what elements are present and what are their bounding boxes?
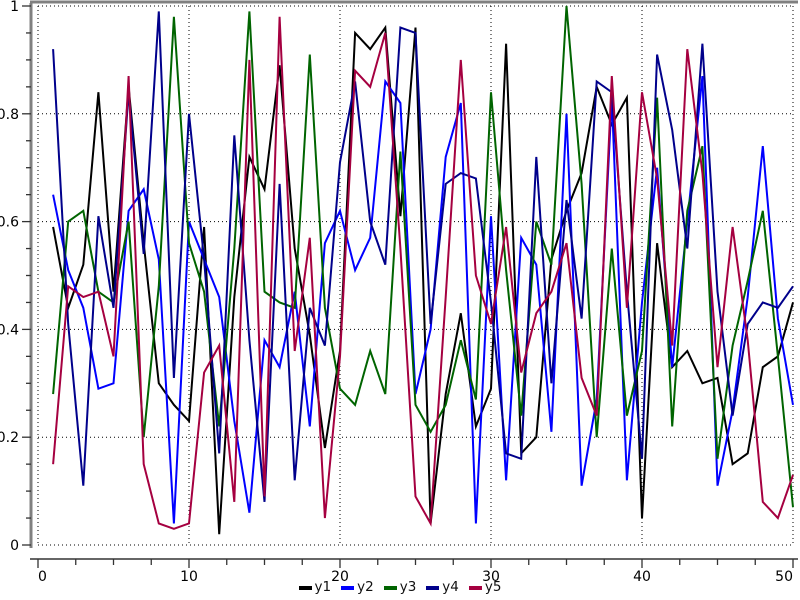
y-tick-label: 0 <box>10 538 19 554</box>
series-line-y4 <box>52 11 794 502</box>
legend-item-y4[interactable]: y4 <box>426 581 459 595</box>
legend-item-y3[interactable]: y3 <box>383 579 417 596</box>
y-tick-label: 0.2 <box>0 430 19 446</box>
chart-legend: y1 y2 y3 y4 y5 <box>0 578 800 598</box>
legend-label: y3 <box>399 579 417 596</box>
x-tick-label: 50 <box>775 569 793 585</box>
x-tick-label: 20 <box>331 569 349 585</box>
legend-label: y2 <box>357 579 374 596</box>
legend-item-y1[interactable]: y1 <box>298 579 332 596</box>
grid-lines <box>37 5 794 546</box>
series-line-y5 <box>52 16 794 530</box>
y-tick-label: 0.6 <box>0 215 19 231</box>
x-axis-tick-labels: 0 10 20 30 40 50 <box>38 569 793 585</box>
y-tick-label: 1 <box>10 0 19 15</box>
x-axis-ticks <box>37 559 794 568</box>
legend-label: y4 <box>442 579 459 596</box>
legend-swatch-icon <box>383 586 397 590</box>
x-tick-label: 40 <box>633 569 651 585</box>
series-line-y2 <box>52 75 794 524</box>
y-axis-ticks <box>22 5 31 546</box>
data-series-layer <box>52 5 794 535</box>
legend-swatch-icon <box>341 586 355 590</box>
legend-item-y5[interactable]: y5 <box>468 579 502 596</box>
y-axis-tick-labels: 0 0.2 0.4 0.6 0.8 1 <box>0 0 19 554</box>
legend-label: y5 <box>484 579 502 596</box>
legend-swatch-icon <box>426 586 440 590</box>
x-tick-label: 30 <box>482 569 500 585</box>
y-tick-label: 0.8 <box>0 107 19 123</box>
legend-swatch-icon <box>468 586 482 590</box>
series-line-y3 <box>52 5 794 508</box>
legend-label: y1 <box>314 579 332 596</box>
x-tick-label: 0 <box>38 569 47 585</box>
legend-item-y2[interactable]: y2 <box>341 581 374 595</box>
y-tick-label: 0.4 <box>0 322 19 338</box>
x-tick-label: 10 <box>180 569 198 585</box>
legend-swatch-icon <box>298 586 312 590</box>
